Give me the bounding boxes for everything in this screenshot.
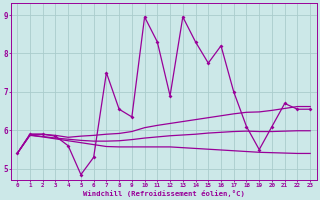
X-axis label: Windchill (Refroidissement éolien,°C): Windchill (Refroidissement éolien,°C) <box>83 190 244 197</box>
